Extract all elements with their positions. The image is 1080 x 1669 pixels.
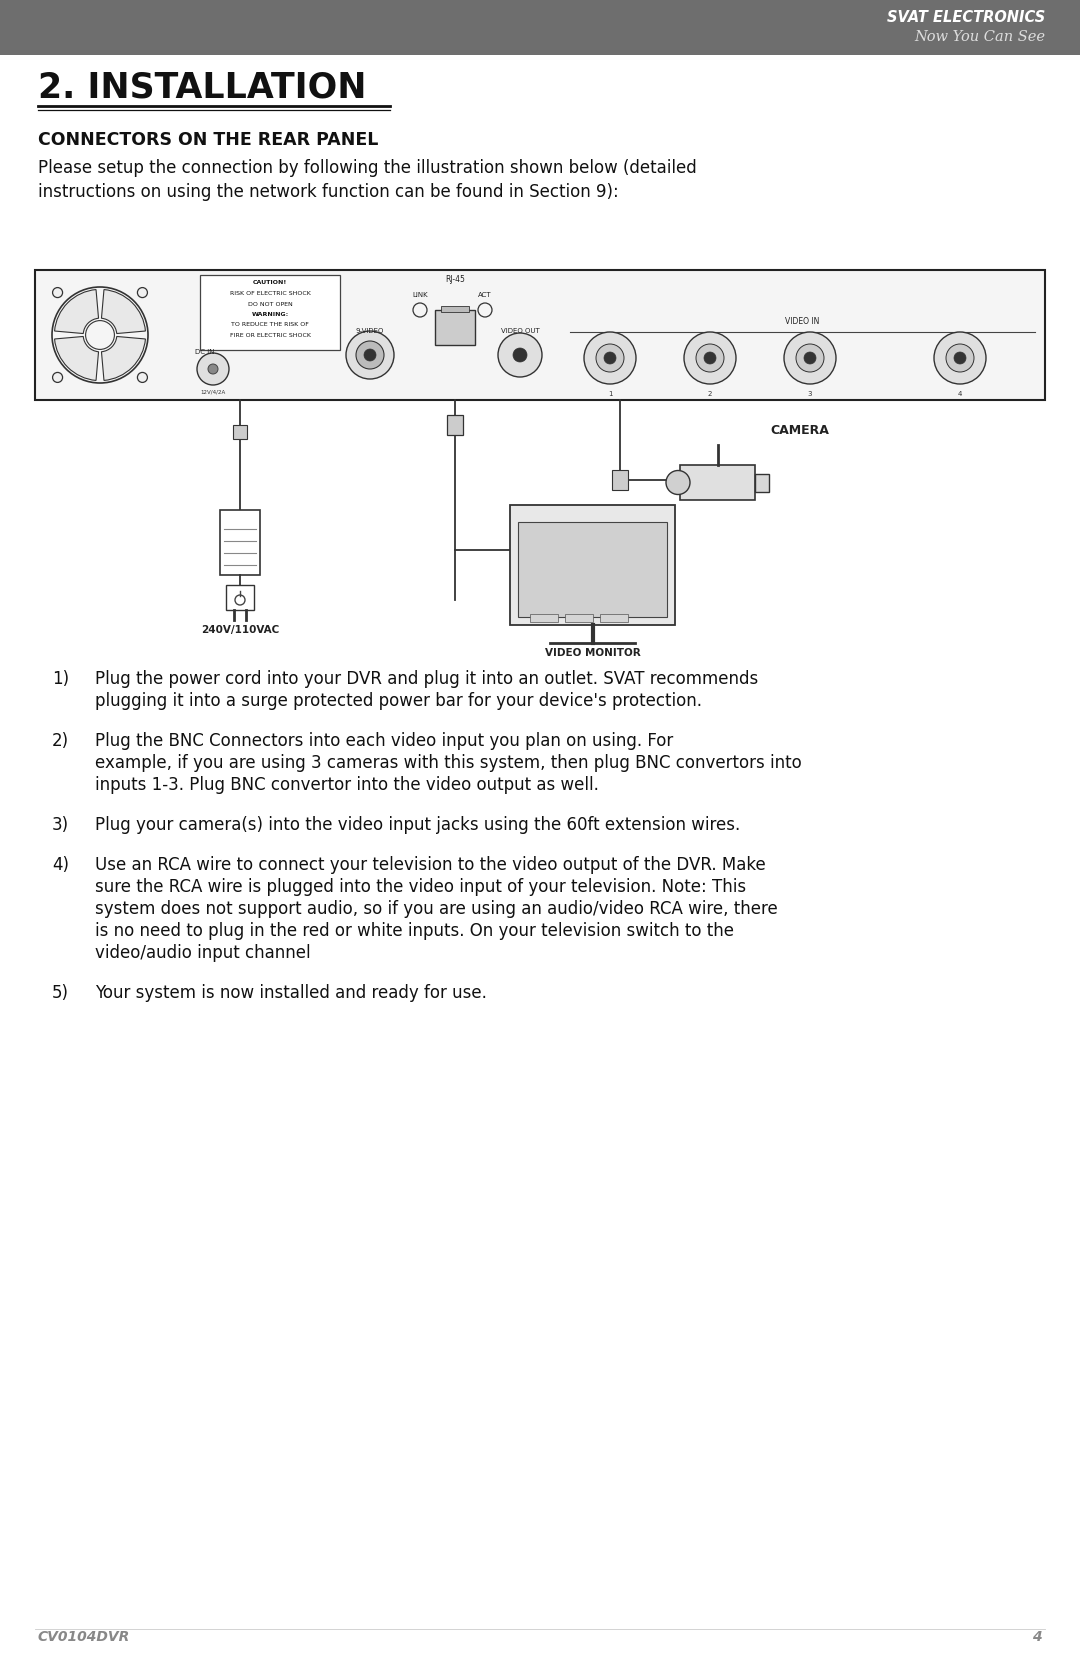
Text: CONNECTORS ON THE REAR PANEL: CONNECTORS ON THE REAR PANEL: [38, 130, 378, 149]
Text: LINK: LINK: [413, 292, 428, 299]
Circle shape: [208, 364, 218, 374]
Text: is no need to plug in the red or white inputs. On your television switch to the: is no need to plug in the red or white i…: [95, 921, 734, 940]
Text: sure the RCA wire is plugged into the video input of your television. Note: This: sure the RCA wire is plugged into the vi…: [95, 878, 746, 896]
Text: WARNING:: WARNING:: [252, 312, 288, 317]
Text: VIDEO OUT: VIDEO OUT: [501, 329, 539, 334]
Wedge shape: [102, 337, 146, 381]
Text: Plug the BNC Connectors into each video input you plan on using. For: Plug the BNC Connectors into each video …: [95, 733, 673, 749]
Text: 9-VIDEO: 9-VIDEO: [355, 329, 384, 334]
Circle shape: [364, 349, 376, 361]
Circle shape: [604, 352, 616, 364]
Text: 3): 3): [52, 816, 69, 834]
Bar: [35, 270, 1045, 401]
Text: SVAT ELECTRONICS: SVAT ELECTRONICS: [887, 10, 1045, 25]
Wedge shape: [102, 290, 146, 334]
Text: 4: 4: [958, 391, 962, 397]
Text: instructions on using the network function can be found in Section 9):: instructions on using the network functi…: [38, 184, 619, 200]
Circle shape: [784, 332, 836, 384]
Circle shape: [704, 352, 716, 364]
Text: 2: 2: [707, 391, 712, 397]
Text: video/audio input channel: video/audio input channel: [95, 945, 311, 961]
Circle shape: [584, 332, 636, 384]
Circle shape: [934, 332, 986, 384]
Bar: [200, 275, 340, 350]
Text: Your system is now installed and ready for use.: Your system is now installed and ready f…: [95, 985, 487, 1001]
Text: inputs 1-3. Plug BNC convertor into the video output as well.: inputs 1-3. Plug BNC convertor into the …: [95, 776, 599, 794]
Circle shape: [804, 352, 816, 364]
Text: TO REDUCE THE RISK OF: TO REDUCE THE RISK OF: [231, 322, 309, 327]
Bar: [612, 471, 627, 491]
Bar: [435, 310, 475, 345]
Wedge shape: [55, 337, 98, 381]
Circle shape: [53, 287, 63, 297]
Circle shape: [684, 332, 735, 384]
Text: CAUTION!: CAUTION!: [253, 280, 287, 285]
Text: plugging it into a surge protected power bar for your device's protection.: plugging it into a surge protected power…: [95, 693, 702, 709]
Text: Use an RCA wire to connect your television to the video output of the DVR. Make: Use an RCA wire to connect your televisi…: [95, 856, 766, 875]
Circle shape: [137, 287, 148, 297]
Circle shape: [137, 372, 148, 382]
Circle shape: [53, 372, 63, 382]
Text: 12V/4/2A: 12V/4/2A: [201, 391, 226, 396]
Text: 1: 1: [608, 391, 612, 397]
Circle shape: [796, 344, 824, 372]
Circle shape: [696, 344, 724, 372]
Bar: [220, 511, 260, 576]
Bar: [510, 506, 675, 624]
Circle shape: [946, 344, 974, 372]
Text: 240V/110VAC: 240V/110VAC: [201, 624, 279, 634]
Bar: [565, 614, 593, 623]
Bar: [226, 586, 254, 609]
Text: 1): 1): [52, 669, 69, 688]
Bar: [680, 466, 755, 501]
Text: Please setup the connection by following the illustration shown below (detailed: Please setup the connection by following…: [38, 159, 697, 177]
Text: Now You Can See: Now You Can See: [914, 30, 1045, 43]
Bar: [518, 522, 667, 618]
Bar: [233, 426, 247, 439]
Text: FIRE OR ELECTRIC SHOCK: FIRE OR ELECTRIC SHOCK: [229, 334, 311, 339]
Text: example, if you are using 3 cameras with this system, then plug BNC convertors i: example, if you are using 3 cameras with…: [95, 754, 801, 773]
Text: Plug the power cord into your DVR and plug it into an outlet. SVAT recommends: Plug the power cord into your DVR and pl…: [95, 669, 758, 688]
Bar: [447, 416, 463, 436]
Bar: [441, 305, 469, 312]
Text: VIDEO IN: VIDEO IN: [785, 317, 820, 327]
Text: Plug your camera(s) into the video input jacks using the 60ft extension wires.: Plug your camera(s) into the video input…: [95, 816, 740, 834]
Text: DO NOT OPEN: DO NOT OPEN: [247, 302, 293, 307]
Text: CV0104DVR: CV0104DVR: [38, 1631, 131, 1644]
Text: 2): 2): [52, 733, 69, 749]
Text: system does not support audio, so if you are using an audio/video RCA wire, ther: system does not support audio, so if you…: [95, 900, 778, 918]
Wedge shape: [55, 290, 98, 334]
Text: 3: 3: [808, 391, 812, 397]
Circle shape: [513, 349, 527, 362]
Circle shape: [356, 340, 384, 369]
Bar: [755, 474, 769, 492]
Text: VIDEO MONITOR: VIDEO MONITOR: [544, 648, 640, 658]
Bar: [600, 614, 627, 623]
Text: 5): 5): [52, 985, 69, 1001]
Circle shape: [596, 344, 624, 372]
Bar: [0, 0, 1080, 55]
Bar: [530, 614, 558, 623]
Text: DC IN: DC IN: [195, 349, 215, 355]
Text: 2. INSTALLATION: 2. INSTALLATION: [38, 72, 366, 105]
Text: 4): 4): [52, 856, 69, 875]
Circle shape: [954, 352, 966, 364]
Text: 4: 4: [1032, 1631, 1042, 1644]
Circle shape: [498, 334, 542, 377]
Text: RJ-45: RJ-45: [445, 275, 464, 284]
Text: CAMERA: CAMERA: [770, 424, 828, 437]
Circle shape: [346, 330, 394, 379]
Circle shape: [666, 471, 690, 494]
Text: RISK OF ELECTRIC SHOCK: RISK OF ELECTRIC SHOCK: [230, 290, 310, 295]
Text: ACT: ACT: [478, 292, 491, 299]
Circle shape: [197, 354, 229, 386]
